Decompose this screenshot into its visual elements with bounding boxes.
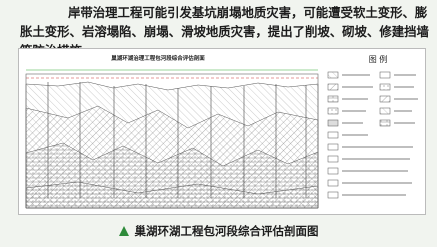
caption: 巢湖环湖工程包河段综合评估剖面图	[135, 224, 319, 238]
section	[26, 70, 318, 208]
figure-title: 巢湖环湖治理工程包河段综合评估剖面	[110, 54, 205, 62]
page: 岸带治理工程可能引发基坑崩塌地质灾害，可能遭受软土变形、膨胀土变形、岩溶塌陷、崩…	[0, 0, 437, 247]
figure: 巢湖环湖治理工程包河段综合评估剖面 图 例	[18, 48, 426, 215]
caption-row: 巢湖环湖工程包河段综合评估剖面图	[0, 223, 437, 239]
caption-marker	[119, 226, 129, 236]
legend-title: 图 例	[369, 54, 388, 64]
